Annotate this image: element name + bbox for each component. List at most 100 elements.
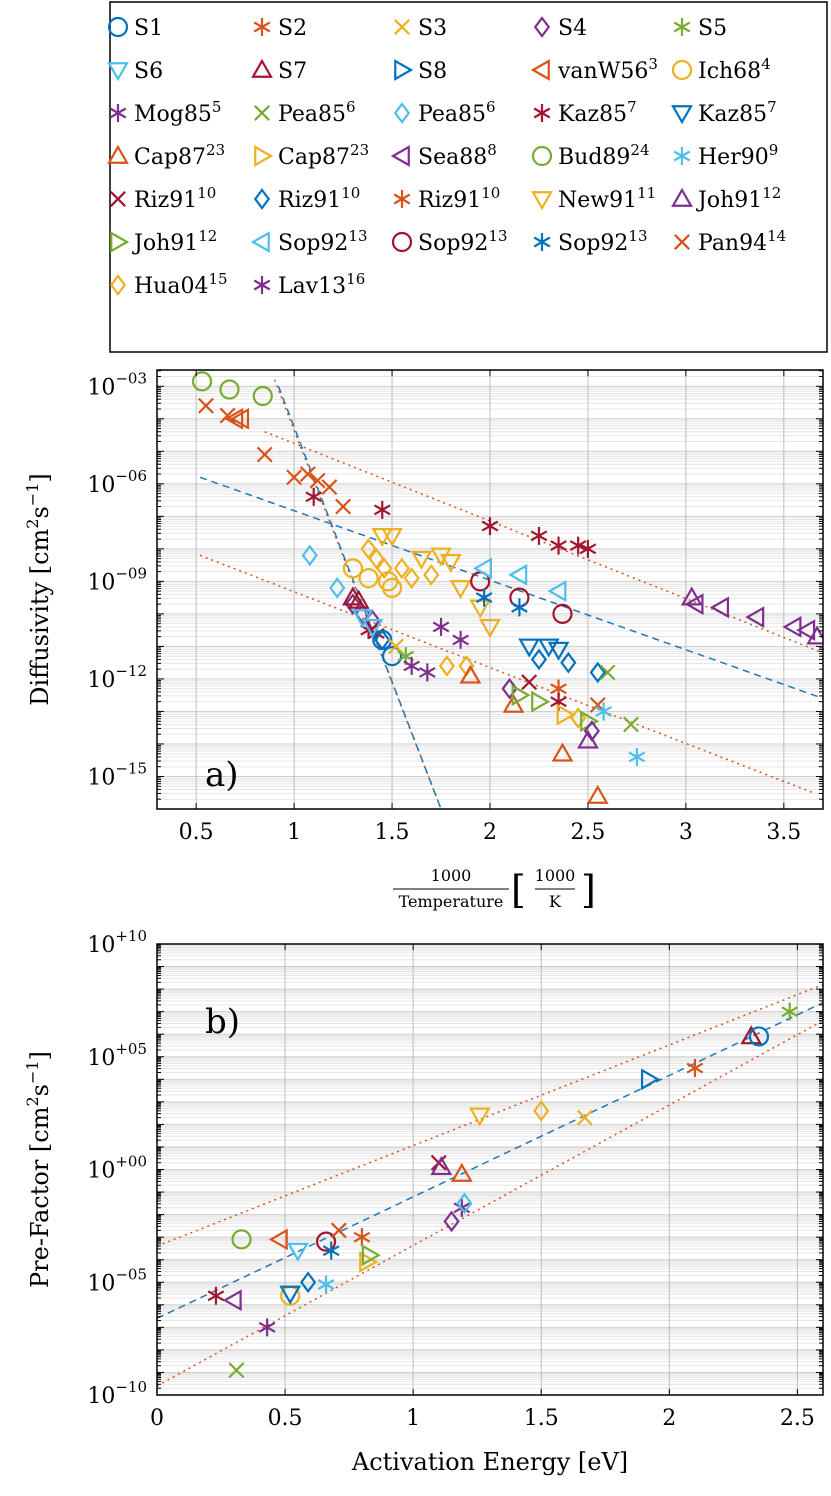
data-point — [781, 1002, 799, 1021]
legend-marker — [673, 147, 691, 165]
data-point — [351, 609, 374, 629]
fit-lines — [199, 379, 823, 809]
data-point — [640, 1068, 661, 1091]
data-point — [686, 1059, 704, 1078]
legend-entry-label: S8 — [418, 59, 447, 84]
data-point — [521, 674, 538, 691]
legend-entry-label: Her909 — [698, 141, 778, 170]
data-point — [552, 603, 573, 624]
legend-label-sup: 7 — [627, 98, 637, 116]
data-point — [576, 1109, 593, 1126]
data-point — [530, 526, 548, 545]
data-point — [423, 564, 440, 586]
legend-marker — [251, 58, 273, 78]
legend-marker — [253, 188, 271, 210]
legend-label-sup: 13 — [488, 227, 507, 245]
data-point — [360, 538, 377, 560]
data-point — [589, 661, 606, 684]
data-point — [207, 1286, 225, 1305]
legend-marker — [107, 62, 129, 82]
legend-marker — [109, 274, 127, 296]
legend-label-main: Kaz85 — [558, 102, 627, 127]
legend-marker — [107, 144, 129, 164]
data-point — [381, 527, 403, 548]
legend-label-sup: 13 — [348, 227, 367, 245]
legend-marker — [533, 104, 551, 122]
legend-label-sup: 15 — [208, 270, 227, 288]
data-point — [796, 619, 816, 642]
legend-marker — [107, 16, 129, 38]
fit-line-dashed — [199, 476, 823, 700]
x-tick-label: 1.5 — [375, 820, 410, 845]
legend-label-main: S8 — [418, 59, 447, 84]
legend-label-main: S3 — [418, 16, 447, 41]
legend-label-main: Kaz85 — [698, 102, 767, 127]
x-title-unit-numerator: 1000 — [535, 866, 576, 885]
data-point — [449, 580, 472, 600]
x-title-bracket-left: [ — [511, 868, 526, 912]
legend-entry-label: S4 — [558, 16, 587, 41]
legend-label-main: Her90 — [698, 145, 769, 170]
fit-line-dashed — [157, 1001, 823, 1320]
panel-label: b) — [205, 1002, 240, 1042]
legend-marker — [673, 18, 691, 36]
y-tick-label: 10+10 — [87, 927, 147, 958]
data-point — [745, 606, 765, 629]
data-point — [361, 1244, 381, 1267]
legend-label-sup: 3 — [648, 55, 658, 73]
legend-label-sup: 10 — [341, 184, 360, 202]
y-axis-title: Diffusivity [cm2s−1] — [23, 473, 54, 706]
data-point — [740, 1025, 763, 1045]
y-tick-label: 10−15 — [87, 759, 147, 790]
legend-entry-label: Sop9213 — [558, 227, 648, 256]
legend-entry-label: Lav1316 — [278, 270, 365, 299]
bound-line-dotted — [199, 554, 814, 794]
legend-label-main: Riz91 — [418, 188, 481, 213]
data-point — [224, 407, 244, 430]
data-point — [230, 407, 250, 430]
data-point — [475, 588, 493, 607]
legend-label-sup: 4 — [761, 55, 771, 73]
data-point — [531, 690, 551, 713]
legend-marker — [393, 102, 411, 124]
data-point — [782, 616, 802, 638]
data-point — [231, 1229, 252, 1250]
legend-label-sup: 23 — [206, 141, 225, 159]
data-point — [595, 702, 612, 721]
legend-entry-label: S5 — [698, 16, 727, 41]
legend-label-sup: 12 — [762, 184, 781, 202]
legend-label-sup: 8 — [487, 141, 497, 159]
data-point — [335, 498, 352, 515]
data-point — [361, 619, 384, 639]
data-point — [219, 379, 240, 400]
legend-label-main: Ich68 — [698, 59, 761, 84]
legend-label-main: Cap87 — [278, 145, 350, 170]
legend-entry-label: S6 — [134, 59, 163, 84]
legend-marker — [394, 19, 410, 35]
legend-entry-label: Riz9110 — [418, 184, 500, 213]
data-point — [353, 1228, 371, 1247]
data-point — [321, 479, 338, 496]
legend-entry-label: S1 — [134, 16, 163, 41]
legend-marker — [110, 191, 126, 207]
data-point — [252, 385, 273, 407]
data-point — [550, 536, 567, 555]
data-point — [459, 664, 482, 684]
data-points — [207, 1002, 799, 1379]
legend-label-main: Sop92 — [278, 231, 348, 256]
legend-label-main: Pea85 — [278, 102, 346, 127]
legend-label-sup: 6 — [346, 98, 356, 116]
x-axis-title: Activation Energy [eV] — [351, 1448, 628, 1476]
legend: S1 S2 S3 S4 S5 S6 S7 S8 vanW563 Ich684 Mog855 Pea85… — [107, 1, 828, 353]
data-point — [806, 625, 823, 645]
axis-ticks: 0.5 1 1.5 2 2.5 3 3.5 10−03 10−06 10−09 10−12 10−15 — [87, 369, 823, 845]
data-point — [479, 619, 501, 639]
legend-marker — [531, 191, 553, 211]
legend-marker — [393, 190, 411, 208]
data-point — [197, 397, 214, 414]
legend-marker — [671, 187, 693, 207]
legend-marker — [671, 59, 693, 81]
data-point — [560, 651, 577, 674]
legend-entry-label: Pea856 — [278, 98, 356, 127]
y-tick-label: 10−09 — [87, 564, 147, 595]
